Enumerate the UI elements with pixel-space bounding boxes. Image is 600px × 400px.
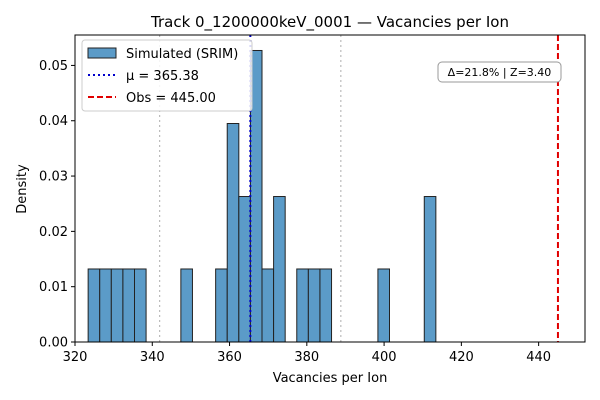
histogram-bar: [99, 268, 112, 343]
histogram-bar: [307, 268, 321, 343]
x-tick-label: 360: [217, 350, 242, 365]
x-tick-label: 440: [526, 350, 551, 365]
histogram-bar: [122, 268, 136, 343]
histogram-bar: [215, 268, 228, 343]
x-tick-label: 420: [449, 350, 474, 365]
y-tick-label: 0.01: [39, 280, 68, 295]
y-tick-label: 0.04: [39, 114, 68, 129]
histogram-bar: [110, 268, 124, 343]
histogram-bar: [296, 268, 309, 343]
x-axis-label: Vacancies per Ion: [273, 371, 388, 386]
x-axis-ticks: 320 340 360 380 400 420 440: [63, 342, 551, 365]
axes: [74, 34, 586, 343]
legend-label-observed: Obs = 445.00: [126, 91, 216, 106]
annotation-text: Δ=21.8% | Z=3.40: [448, 66, 552, 79]
legend-label-simulated: Simulated (SRIM): [126, 47, 238, 62]
x-tick-label: 400: [372, 350, 397, 365]
y-tick-label: 0.05: [39, 59, 68, 74]
x-tick-label: 340: [140, 350, 165, 365]
histogram-bar: [134, 268, 147, 343]
y-tick-label: 0.03: [39, 170, 68, 185]
legend: Simulated (SRIM) μ = 365.38 Obs = 445.00: [81, 39, 253, 112]
axes-frame: [74, 34, 586, 343]
histogram-bar: [180, 268, 193, 343]
histogram-bar: [238, 196, 251, 343]
y-axis-label: Density: [15, 164, 30, 214]
chart-title: Track 0_1200000keV_0001 — Vacancies per …: [150, 13, 509, 32]
y-tick-label: 0.00: [39, 336, 68, 351]
x-tick-label: 380: [294, 350, 319, 365]
histogram-bar: [226, 123, 240, 343]
stats-annotation: Δ=21.8% | Z=3.40: [437, 61, 562, 83]
legend-swatch-simulated: [87, 47, 117, 59]
legend-frame: [81, 39, 253, 112]
y-tick-label: 0.02: [39, 225, 68, 240]
histogram-bar: [87, 268, 101, 343]
histogram-bar: [423, 196, 437, 343]
histogram-bar: [319, 268, 333, 343]
histogram-bar: [261, 268, 275, 343]
histogram-bar: [273, 196, 286, 343]
x-tick-label: 320: [63, 350, 88, 365]
y-axis-ticks: 0.00 0.01 0.02 0.03 0.04 0.05: [39, 59, 75, 351]
legend-label-mean: μ = 365.38: [126, 69, 199, 84]
histogram-bar: [377, 268, 391, 343]
annotation-frame: [437, 61, 562, 83]
